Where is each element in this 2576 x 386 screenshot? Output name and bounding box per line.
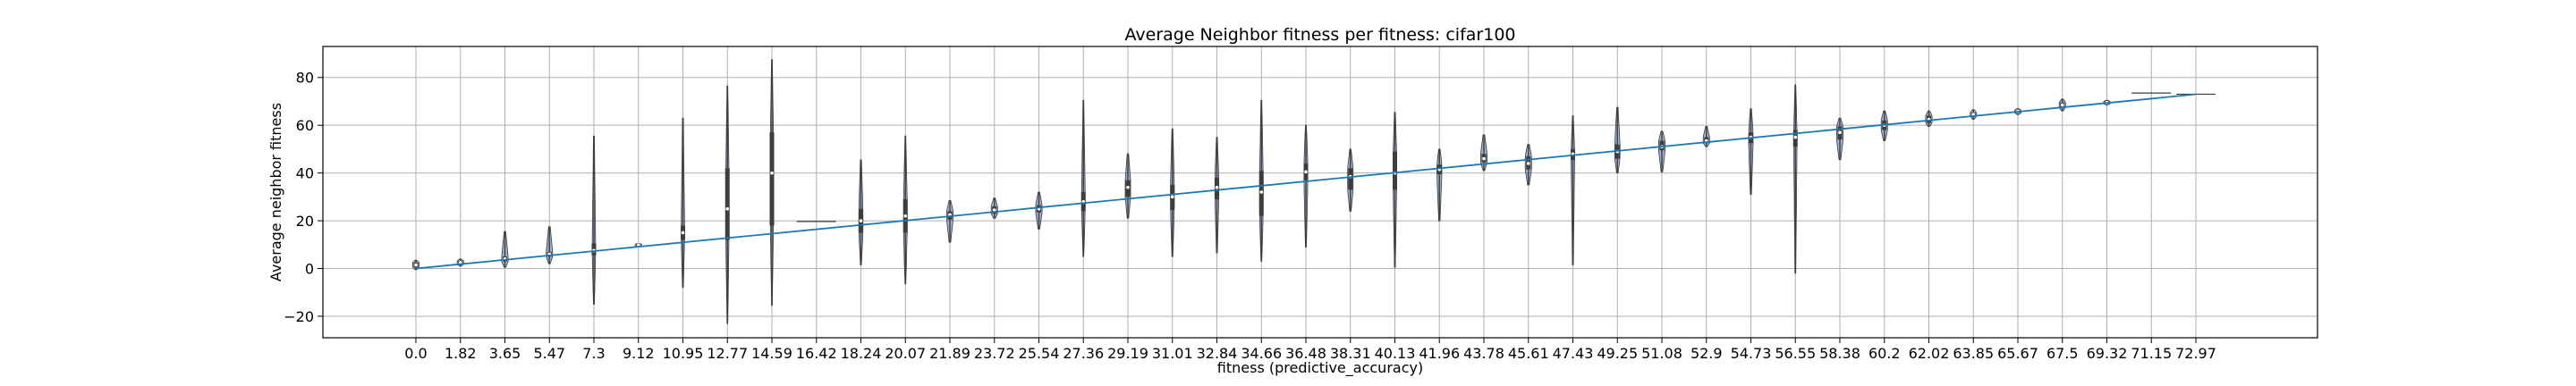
violin-median xyxy=(1482,156,1486,161)
x-tick-label: 65.67 xyxy=(1997,345,2038,362)
x-tick-label: 21.89 xyxy=(929,345,970,362)
violin-median xyxy=(1304,170,1308,174)
x-tick-label: 38.31 xyxy=(1330,345,1371,362)
x-tick-label: 14.59 xyxy=(751,345,792,362)
violin-median xyxy=(2060,103,2064,107)
x-tick-label: 32.84 xyxy=(1197,345,1238,362)
y-axis-label: Average neighbor fitness xyxy=(267,103,284,281)
x-tick-label: 49.25 xyxy=(1597,345,1638,362)
x-tick-label: 40.13 xyxy=(1375,345,1416,362)
reference-line-group xyxy=(415,93,2197,270)
x-ticks: 0.0 1.82 3.65 5.47 7.3 9.12 10.95 12.77 14.59 16.… xyxy=(404,338,2216,362)
x-tick-label: 25.54 xyxy=(1019,345,1060,362)
violin-median xyxy=(1259,190,1264,194)
x-tick-label: 62.02 xyxy=(1909,345,1950,362)
violin-median xyxy=(1215,185,1219,189)
x-tick-label: 54.73 xyxy=(1731,345,1772,362)
y-tick-label: 60 xyxy=(296,117,314,134)
x-tick-label: 0.0 xyxy=(404,345,427,362)
y-ticks: −20 0 20 40 60 80 xyxy=(284,70,323,325)
x-tick-label: 7.3 xyxy=(582,345,605,362)
x-tick-label: 56.55 xyxy=(1775,345,1816,362)
x-tick-label: 45.61 xyxy=(1508,345,1549,362)
violin-iqr xyxy=(769,132,775,226)
x-tick-label: 23.72 xyxy=(974,345,1015,362)
x-tick-label: 29.19 xyxy=(1107,345,1148,362)
x-tick-label: 41.96 xyxy=(1419,345,1460,362)
x-tick-label: 60.2 xyxy=(1868,345,1901,362)
violin-iqr xyxy=(724,168,730,240)
x-tick-label: 5.47 xyxy=(533,345,565,362)
x-tick-label: 51.08 xyxy=(1641,345,1682,362)
x-tick-label: 67.5 xyxy=(2046,345,2079,362)
violin-median xyxy=(859,219,863,222)
y-tick-label: 0 xyxy=(305,261,314,278)
violin-median xyxy=(414,263,418,267)
violin-iqr xyxy=(1393,151,1397,190)
x-tick-label: 9.12 xyxy=(623,345,655,362)
x-tick-label: 31.01 xyxy=(1152,345,1193,362)
y-tick-label: 20 xyxy=(296,213,314,230)
x-tick-label: 69.32 xyxy=(2087,345,2128,362)
x-tick-label: 1.82 xyxy=(445,345,477,362)
violin-median xyxy=(1126,185,1130,189)
violin-median xyxy=(1170,195,1174,199)
x-tick-label: 47.43 xyxy=(1553,345,1594,362)
x-tick-label: 12.77 xyxy=(707,345,748,362)
x-tick-label: 58.38 xyxy=(1819,345,1860,362)
x-tick-label: 18.24 xyxy=(841,345,882,362)
reference-line xyxy=(415,93,2197,270)
x-axis-label: fitness (predictive_accuracy) xyxy=(1217,359,1423,377)
y-tick-label: 40 xyxy=(296,165,314,182)
violin-median xyxy=(992,208,996,212)
violin-median xyxy=(681,231,685,235)
x-tick-label: 52.9 xyxy=(1690,345,1723,362)
chart-title: Average Neighbor fitness per fitness: ci… xyxy=(1125,25,1516,45)
violin-median xyxy=(1793,135,1798,139)
violin-median xyxy=(725,206,730,211)
x-tick-label: 10.95 xyxy=(663,345,704,362)
x-tick-label: 16.42 xyxy=(796,345,837,362)
x-tick-label: 71.15 xyxy=(2131,345,2172,362)
y-tick-label: 80 xyxy=(296,70,314,87)
x-tick-label: 3.65 xyxy=(489,345,521,362)
x-tick-label: 20.07 xyxy=(885,345,926,362)
x-tick-label: 63.85 xyxy=(1953,345,1994,362)
violin-median xyxy=(1526,162,1530,165)
y-tick-label: −20 xyxy=(284,308,314,325)
violin-iqr xyxy=(1348,168,1353,190)
plot-frame xyxy=(322,46,2318,339)
x-tick-label: 43.78 xyxy=(1463,345,1504,362)
x-tick-label: 72.97 xyxy=(2175,345,2216,362)
x-tick-label: 36.48 xyxy=(1285,345,1326,362)
violin-median xyxy=(1838,130,1842,134)
x-tick-label: 27.36 xyxy=(1063,345,1104,362)
x-tick-label: 34.66 xyxy=(1241,345,1282,362)
violin-median xyxy=(770,171,774,175)
violin-median xyxy=(903,214,908,218)
